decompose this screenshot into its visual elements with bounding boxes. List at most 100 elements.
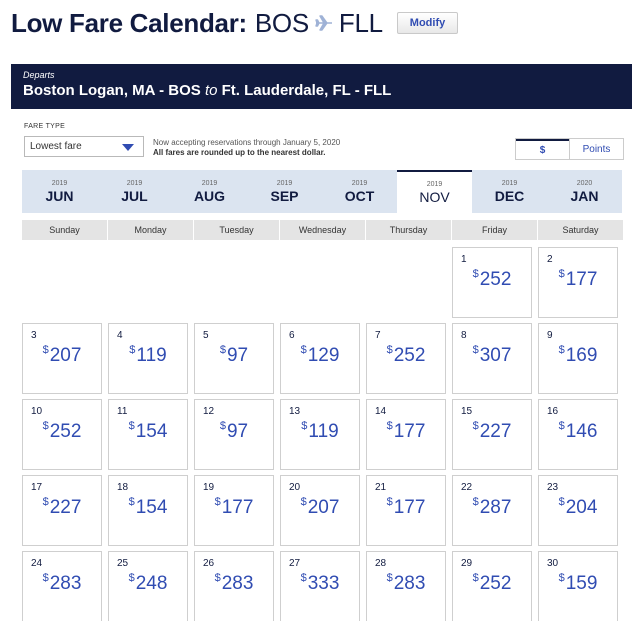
currency-symbol: $ — [214, 572, 221, 584]
month-tab-jul[interactable]: 2019 JUL — [97, 170, 172, 213]
month-tab-year: 2019 — [351, 179, 368, 187]
day-number: 10 — [31, 406, 43, 417]
day-fare: $252 — [23, 420, 101, 443]
fare-amount: 97 — [226, 345, 249, 366]
day-fare: $227 — [23, 496, 101, 519]
day-number: 11 — [117, 406, 128, 417]
modify-button[interactable]: Modify — [396, 12, 459, 34]
currency-symbol: $ — [472, 496, 479, 508]
dollars-toggle-button[interactable]: $ — [516, 139, 569, 159]
day-number: 3 — [31, 330, 37, 341]
calendar-day-cell[interactable]: 21 $177 — [366, 475, 446, 546]
calendar-day-cell[interactable]: 12 $97 — [194, 399, 274, 470]
day-number: 19 — [203, 482, 215, 493]
fare-type-value: Lowest fare — [30, 141, 82, 152]
day-fare: $287 — [453, 496, 531, 519]
banner-to-word: to — [204, 82, 218, 99]
month-tab-label: DEC — [494, 187, 525, 204]
currency-symbol: $ — [301, 420, 308, 432]
month-tab-label: JUL — [121, 187, 148, 204]
day-fare: $119 — [281, 420, 359, 443]
day-fare: $252 — [453, 268, 531, 291]
month-tab-jun[interactable]: 2019 JUN — [22, 170, 97, 213]
calendar-day-cell[interactable]: 13 $119 — [280, 399, 360, 470]
day-number: 6 — [289, 330, 295, 341]
calendar-day-cell[interactable]: 11 $154 — [108, 399, 188, 470]
weekday-thursday: Thursday — [366, 220, 451, 240]
month-tab-aug[interactable]: 2019 AUG — [172, 170, 247, 213]
weekday-monday: Monday — [108, 220, 193, 240]
calendar-day-cell[interactable]: 10 $252 — [22, 399, 102, 470]
day-number: 15 — [461, 406, 473, 417]
month-tab-year: 2019 — [51, 179, 68, 187]
route-destination: FLL — [338, 7, 383, 38]
fare-amount: 177 — [565, 269, 598, 290]
month-tab-oct[interactable]: 2019 OCT — [322, 170, 397, 213]
day-fare: $283 — [367, 572, 445, 595]
calendar-day-cell[interactable]: 30 $159 — [538, 551, 618, 621]
calendar-day-cell[interactable]: 18 $154 — [108, 475, 188, 546]
calendar-day-cell[interactable]: 29 $252 — [452, 551, 532, 621]
calendar-day-cell[interactable]: 27 $333 — [280, 551, 360, 621]
calendar-day-cell[interactable]: 9 $169 — [538, 323, 618, 394]
day-number: 9 — [547, 330, 553, 341]
calendar-day-cell[interactable]: 7 $252 — [366, 323, 446, 394]
day-fare: $177 — [367, 496, 445, 519]
calendar-day-cell[interactable]: 28 $283 — [366, 551, 446, 621]
day-fare: $154 — [109, 496, 187, 519]
month-tab-jan[interactable]: 2020 JAN — [547, 170, 622, 213]
calendar-day-cell[interactable]: 3 $207 — [22, 323, 102, 394]
month-tab-sep[interactable]: 2019 SEP — [247, 170, 322, 213]
calendar-day-cell[interactable]: 23 $204 — [538, 475, 618, 546]
day-number: 5 — [203, 330, 209, 341]
currency-symbol: $ — [300, 496, 307, 508]
fare-amount: 283 — [49, 573, 82, 594]
day-fare: $252 — [453, 572, 531, 595]
weekday-sunday: Sunday — [22, 220, 107, 240]
calendar-day-cell[interactable]: 16 $146 — [538, 399, 618, 470]
day-number: 24 — [31, 558, 43, 569]
points-toggle-button[interactable]: Points — [569, 139, 623, 159]
calendar-day-cell[interactable]: 26 $283 — [194, 551, 274, 621]
calendar-day-cell[interactable]: 5 $97 — [194, 323, 274, 394]
fare-amount: 177 — [221, 497, 254, 518]
day-fare: $207 — [281, 496, 359, 519]
calendar-day-cell[interactable]: 22 $287 — [452, 475, 532, 546]
month-tab-label: AUG — [193, 187, 226, 204]
calendar-day-cell[interactable]: 2 $177 — [538, 247, 618, 318]
fare-amount: 177 — [393, 421, 426, 442]
month-tab-year: 2019 — [276, 179, 293, 187]
calendar-day-cell[interactable]: 8 $307 — [452, 323, 532, 394]
calendar-day-cell[interactable]: 24 $283 — [22, 551, 102, 621]
day-number: 23 — [547, 482, 559, 493]
day-fare: $177 — [367, 420, 445, 443]
calendar-day-cell[interactable]: 17 $227 — [22, 475, 102, 546]
day-number: 1 — [461, 254, 467, 265]
month-tabs: 2019 JUN 2019 JUL 2019 AUG 2019 SEP 2019 OCT 2019 N… — [22, 170, 622, 213]
fare-amount: 207 — [307, 497, 340, 518]
month-tab-dec[interactable]: 2019 DEC — [472, 170, 547, 213]
airplane-icon — [315, 14, 333, 36]
day-fare: $169 — [539, 344, 617, 367]
fare-type-select[interactable]: Lowest fare — [24, 136, 144, 157]
currency-symbol: $ — [42, 572, 49, 584]
day-number: 25 — [117, 558, 129, 569]
calendar-day-cell[interactable]: 19 $177 — [194, 475, 274, 546]
banner-origin: Boston Logan, MA - BOS — [23, 82, 201, 99]
currency-symbol: $ — [558, 572, 565, 584]
month-tab-nov[interactable]: 2019 NOV — [397, 170, 472, 213]
calendar-day-cell[interactable]: 15 $227 — [452, 399, 532, 470]
calendar-day-cell[interactable]: 14 $177 — [366, 399, 446, 470]
calendar-day-cell[interactable]: 20 $207 — [280, 475, 360, 546]
day-number: 16 — [547, 406, 559, 417]
calendar-day-cell[interactable]: 1 $252 — [452, 247, 532, 318]
calendar-day-cell[interactable]: 6 $129 — [280, 323, 360, 394]
fare-amount: 129 — [307, 345, 340, 366]
calendar-day-cell[interactable]: 4 $119 — [108, 323, 188, 394]
day-number: 14 — [375, 406, 387, 417]
currency-symbol: $ — [219, 420, 226, 432]
fare-amount: 283 — [221, 573, 254, 594]
calendar-day-cell[interactable]: 25 $248 — [108, 551, 188, 621]
day-fare: $154 — [109, 420, 187, 443]
fare-amount: 207 — [49, 345, 82, 366]
